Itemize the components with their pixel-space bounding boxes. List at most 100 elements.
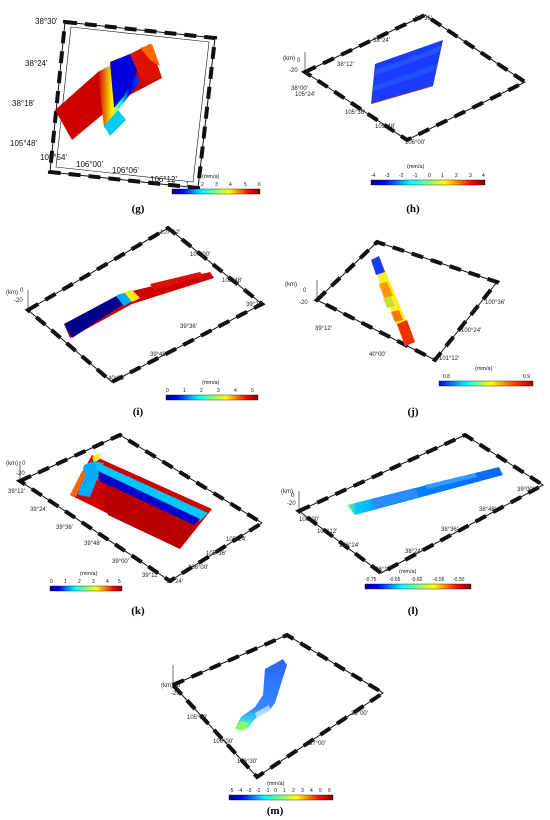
- map-h: 38°36' 38°24' 38°12' 38°00' 105°24' 105°…: [283, 12, 529, 186]
- colorbar-tick: -0.60: [411, 577, 423, 583]
- tick-label: 105°24': [226, 537, 246, 543]
- colorbar-k: (mm/a) 0 1 2 3 4 5: [49, 571, 123, 592]
- panel-label-i: (i): [132, 406, 144, 418]
- tick-label: 39°12': [315, 326, 332, 332]
- colorbar-tick: 1: [183, 388, 186, 394]
- tick-label: -20: [289, 68, 298, 74]
- tick-label: 39°00': [112, 559, 129, 565]
- tick-label: 105°36': [345, 110, 365, 116]
- colorbar-tick: 3: [215, 182, 218, 188]
- tick-label: 106°12': [317, 529, 337, 535]
- map-m: (km) 0 -20 105°00' 106°00' 106°30' 37°00…: [161, 632, 387, 801]
- colorbar-tick: 5: [319, 788, 322, 794]
- tick-label: -20: [16, 471, 25, 477]
- colorbar-tick: 2: [200, 388, 203, 394]
- colorbar-tick: 2: [455, 173, 458, 179]
- tick-label: 38°36': [415, 16, 432, 22]
- colorbar-h: (mm/a) -4 -3 -2 -1 0 1 2 3 4: [370, 164, 486, 186]
- map-l: (km) 0 -20 106°00' 106°12' 106°24' 38°12…: [281, 432, 547, 590]
- fault-surface-j: [371, 256, 415, 346]
- colorbar-tick: 4: [106, 579, 109, 585]
- tick-label: (km): [285, 282, 297, 288]
- colorbar-tick: 5: [244, 182, 247, 188]
- colorbar-tick: 0: [274, 788, 277, 794]
- colorbar-tick: 1: [441, 173, 444, 179]
- colorbar-l: (mm/a) -0.75 -0.65 -0.60 -0.55 -0.50: [364, 569, 472, 590]
- colorbar-tick: -4: [371, 173, 376, 179]
- map-frame: [27, 227, 263, 383]
- tick-label: 0: [303, 288, 307, 294]
- panel-k: (km) 0 -20 39°12' 39°24' 39°36' 39°48' 3…: [0, 425, 275, 625]
- tick-label: 106°00': [405, 140, 425, 146]
- colorbar-tick: 2: [201, 182, 204, 188]
- panel-label-g: (g): [131, 203, 145, 215]
- tick-label: -20: [287, 501, 296, 507]
- panel-h: 38°36' 38°24' 38°12' 38°00' 105°24' 105°…: [275, 0, 550, 220]
- tick-label: 36°00': [351, 711, 368, 717]
- colorbar-tick: -3: [247, 788, 252, 794]
- colorbar-unit: (mm/a): [202, 380, 220, 386]
- tick-label: 105°48': [375, 124, 395, 130]
- colorbar-tick: 0: [50, 579, 53, 585]
- tick-label: (km): [6, 461, 18, 467]
- tick-label: 100°24': [461, 328, 481, 334]
- tick-label: 105°54': [40, 153, 67, 162]
- panel-label-l: (l): [407, 605, 419, 617]
- colorbar-unit: (mm/a): [399, 569, 417, 575]
- colorbar-tick: 2: [78, 579, 81, 585]
- colorbar-tick: 0: [166, 388, 169, 394]
- panel-label-j: (j): [407, 406, 419, 418]
- fault-surface-h: [370, 40, 443, 105]
- tick-label: 107°00': [190, 252, 210, 258]
- colorbar-unit: (mm/a): [407, 164, 425, 170]
- tick-label: 38°48': [479, 507, 496, 513]
- tick-label: 38°24': [373, 38, 390, 44]
- tick-label: 106°00': [299, 517, 319, 523]
- tick-label: 100°36': [485, 300, 505, 306]
- tick-label: 101°12': [439, 356, 459, 362]
- tick-label: 37°00': [309, 741, 326, 747]
- tick-label: 0: [291, 493, 295, 499]
- tick-label: 39°24': [166, 579, 183, 585]
- tick-label: 0: [20, 288, 24, 294]
- tick-label: 39°48': [84, 541, 101, 547]
- tick-label: 106°00': [188, 565, 208, 571]
- colorbar-g: (mm/a) 0 1 2 3 4 5 6: [171, 174, 261, 195]
- tick-label: 39°24': [30, 507, 47, 513]
- tick-label: 38°36': [441, 527, 458, 533]
- tick-label: 39°00': [517, 487, 534, 493]
- colorbar-tick: -0.75: [365, 577, 377, 583]
- colorbar-tick: 3: [469, 173, 472, 179]
- colorbar-i: (mm/a) 0 1 2 3 4 5: [165, 380, 259, 401]
- tick-label: 106°06': [112, 166, 139, 175]
- colorbar-tick: 4: [234, 388, 237, 394]
- tick-label: (km): [281, 489, 293, 495]
- colorbar-tick: -2: [256, 788, 261, 794]
- tick-label: (km): [161, 683, 173, 689]
- colorbar-tick: 5: [118, 579, 121, 585]
- tick-label: 40°00': [108, 376, 125, 382]
- colorbar-tick: -0.55: [433, 577, 445, 583]
- tick-label: 39°12': [8, 489, 25, 495]
- tick-label: 39°36': [56, 525, 73, 531]
- map-i: 107°12' 107°00' 106°48' 39°24' 39°36' 39…: [6, 225, 266, 401]
- panel-label-m: (m): [266, 805, 284, 817]
- tick-label: 106°24': [339, 543, 359, 549]
- colorbar-tick: 3: [301, 788, 304, 794]
- map-frame: [172, 634, 384, 778]
- colorbar-tick: 0.8: [443, 374, 450, 380]
- colorbar-tick: 3: [217, 388, 220, 394]
- colorbar-tick: -1: [413, 173, 418, 179]
- colorbar-tick: -4: [238, 788, 243, 794]
- colorbar-j: (mm/a) 0.8 0.9: [438, 366, 534, 387]
- fault-surface-g: [55, 44, 162, 140]
- colorbar-m: (mm/a) -5 -4 -3 -2 -1 0 1 2 3 4 5 6: [228, 781, 334, 801]
- colorbar-tick: -0.65: [389, 577, 401, 583]
- colorbar-tick: -3: [385, 173, 390, 179]
- tick-label: 105°36': [206, 551, 226, 557]
- colorbar-tick: -1: [265, 788, 270, 794]
- colorbar-unit: (mm/a): [475, 366, 493, 372]
- colorbar-tick: 3: [92, 579, 95, 585]
- colorbar-tick: -0.50: [453, 577, 465, 583]
- colorbar-tick: 1: [283, 788, 286, 794]
